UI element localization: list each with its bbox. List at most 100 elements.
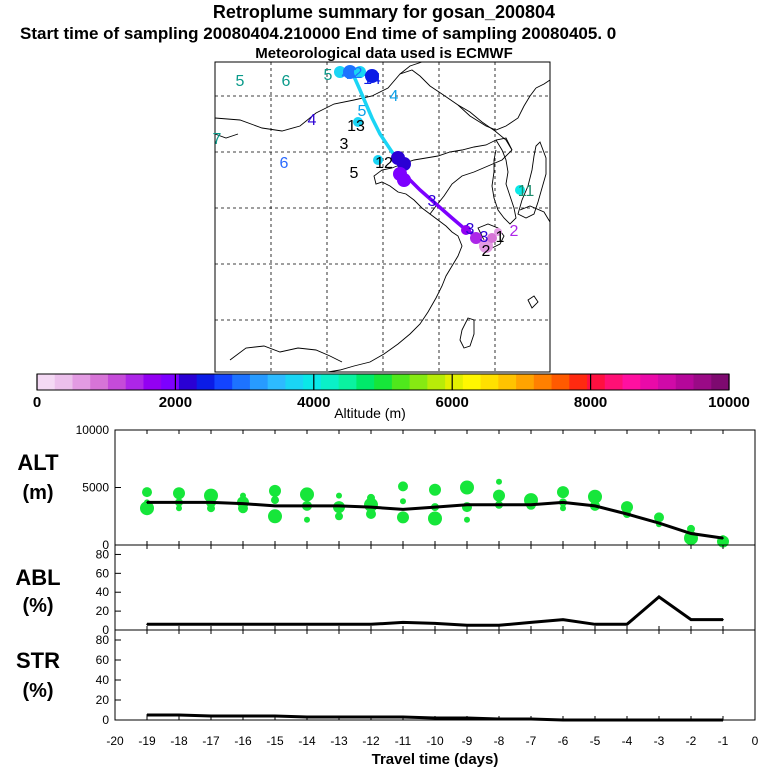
particle-point: [398, 481, 408, 492]
series-point: [690, 618, 692, 621]
plume-day-label: 2: [482, 243, 491, 260]
particle-point: [588, 489, 602, 504]
colorbar-segment: [249, 374, 269, 390]
coastline: [229, 345, 343, 363]
series-point: [594, 505, 596, 507]
y-tick-label: 60: [96, 653, 110, 667]
series-point: [658, 596, 660, 598]
plume-day-label: 14: [363, 71, 381, 88]
y-tick-label: 40: [96, 673, 110, 687]
colorbar-segment: [658, 374, 677, 390]
coastline: [527, 295, 539, 309]
particle-point: [560, 505, 566, 512]
particle-point: [142, 487, 152, 498]
series-point: [306, 505, 308, 507]
series-point: [146, 623, 148, 626]
colorbar-segment: [303, 374, 322, 390]
x-tick-label: -13: [330, 734, 348, 748]
particle-point: [429, 483, 441, 496]
colorbar-segment: [587, 374, 606, 390]
plume-cluster-marker: [461, 225, 471, 235]
coastline: [459, 317, 475, 349]
series-point: [626, 623, 628, 626]
panel-title: ABL: [15, 565, 60, 590]
series-point: [722, 719, 724, 721]
particle-point: [464, 516, 470, 523]
series-point: [530, 718, 532, 720]
plume-day-label: 5: [358, 103, 367, 120]
colorbar-tick-label: 6000: [436, 394, 469, 411]
colorbar-tick-label: 8000: [574, 394, 607, 411]
y-tick-label: 80: [96, 547, 110, 561]
series-point: [466, 717, 468, 719]
plume-day-label: 3: [480, 229, 489, 246]
colorbar-segment: [551, 374, 570, 390]
coastline: [517, 141, 547, 219]
plume-day-label: 1: [496, 229, 505, 246]
x-tick-label: -15: [266, 734, 284, 748]
colorbar-segment: [37, 374, 56, 390]
series-point: [466, 624, 468, 627]
plume-cluster-marker: [515, 185, 525, 195]
colorbar-segment: [409, 374, 428, 390]
particle-point: [557, 486, 569, 499]
x-tick-label: -6: [558, 734, 569, 748]
colorbar-segment: [498, 374, 517, 390]
series-point: [434, 506, 436, 508]
map-frame: [214, 61, 551, 373]
x-tick-label: -20: [106, 734, 124, 748]
y-tick-label: 5000: [82, 481, 109, 495]
colorbar-segment: [374, 374, 393, 390]
colorbar-segment: [356, 374, 375, 390]
series-point: [498, 624, 500, 627]
particle-point: [173, 487, 185, 500]
series-point: [658, 719, 660, 721]
colorbar-segment: [267, 374, 287, 390]
coastline: [519, 205, 551, 223]
colorbar-segment: [391, 374, 411, 390]
x-tick-label: -14: [298, 734, 316, 748]
colorbar-segment: [161, 374, 180, 390]
colorbar-segment: [320, 374, 340, 390]
panel-frame: [114, 544, 756, 631]
colorbar-segment: [533, 374, 553, 390]
particle-point: [621, 501, 633, 514]
plume-day-label: 5: [324, 67, 333, 84]
series-point: [658, 522, 660, 524]
coastline: [327, 149, 513, 373]
series-point: [338, 505, 340, 507]
series-point: [690, 532, 692, 535]
particle-point: [493, 489, 505, 502]
plume-day-label: 3: [466, 221, 475, 238]
series-point: [626, 719, 628, 721]
plume-cluster-marker: [365, 69, 379, 83]
series-point: [498, 718, 500, 720]
series-point: [274, 505, 276, 507]
coastline: [535, 79, 551, 89]
series-point: [594, 719, 596, 721]
colorbar-segment: [711, 374, 730, 390]
time-series-panels: 10000 5000 0 ALT (m) 80 60 40 20 0 ABL (%) 80 60 40 20 0…: [15, 423, 758, 768]
plume-day-label: 2: [510, 223, 519, 240]
coastline: [457, 104, 513, 151]
series-point: [562, 719, 564, 721]
colorbar-segment: [640, 374, 659, 390]
plume-day-label: 11: [518, 183, 535, 200]
panel-title: ALT: [17, 450, 59, 475]
coastline: [373, 137, 513, 215]
colorbar-axis-label: Altitude (m): [334, 405, 406, 421]
series-point: [146, 501, 148, 504]
particle-point: [269, 484, 281, 497]
series-point: [434, 622, 436, 625]
panel-title: STR: [16, 648, 60, 673]
plume-cluster-marker: [354, 66, 366, 78]
series-point: [402, 716, 404, 718]
series-point: [434, 717, 436, 719]
series-point: [242, 502, 244, 505]
colorbar-segment: [462, 374, 482, 390]
series-point: [178, 714, 180, 716]
plume-cluster-marker: [373, 155, 383, 165]
x-tick-label: -10: [426, 734, 444, 748]
